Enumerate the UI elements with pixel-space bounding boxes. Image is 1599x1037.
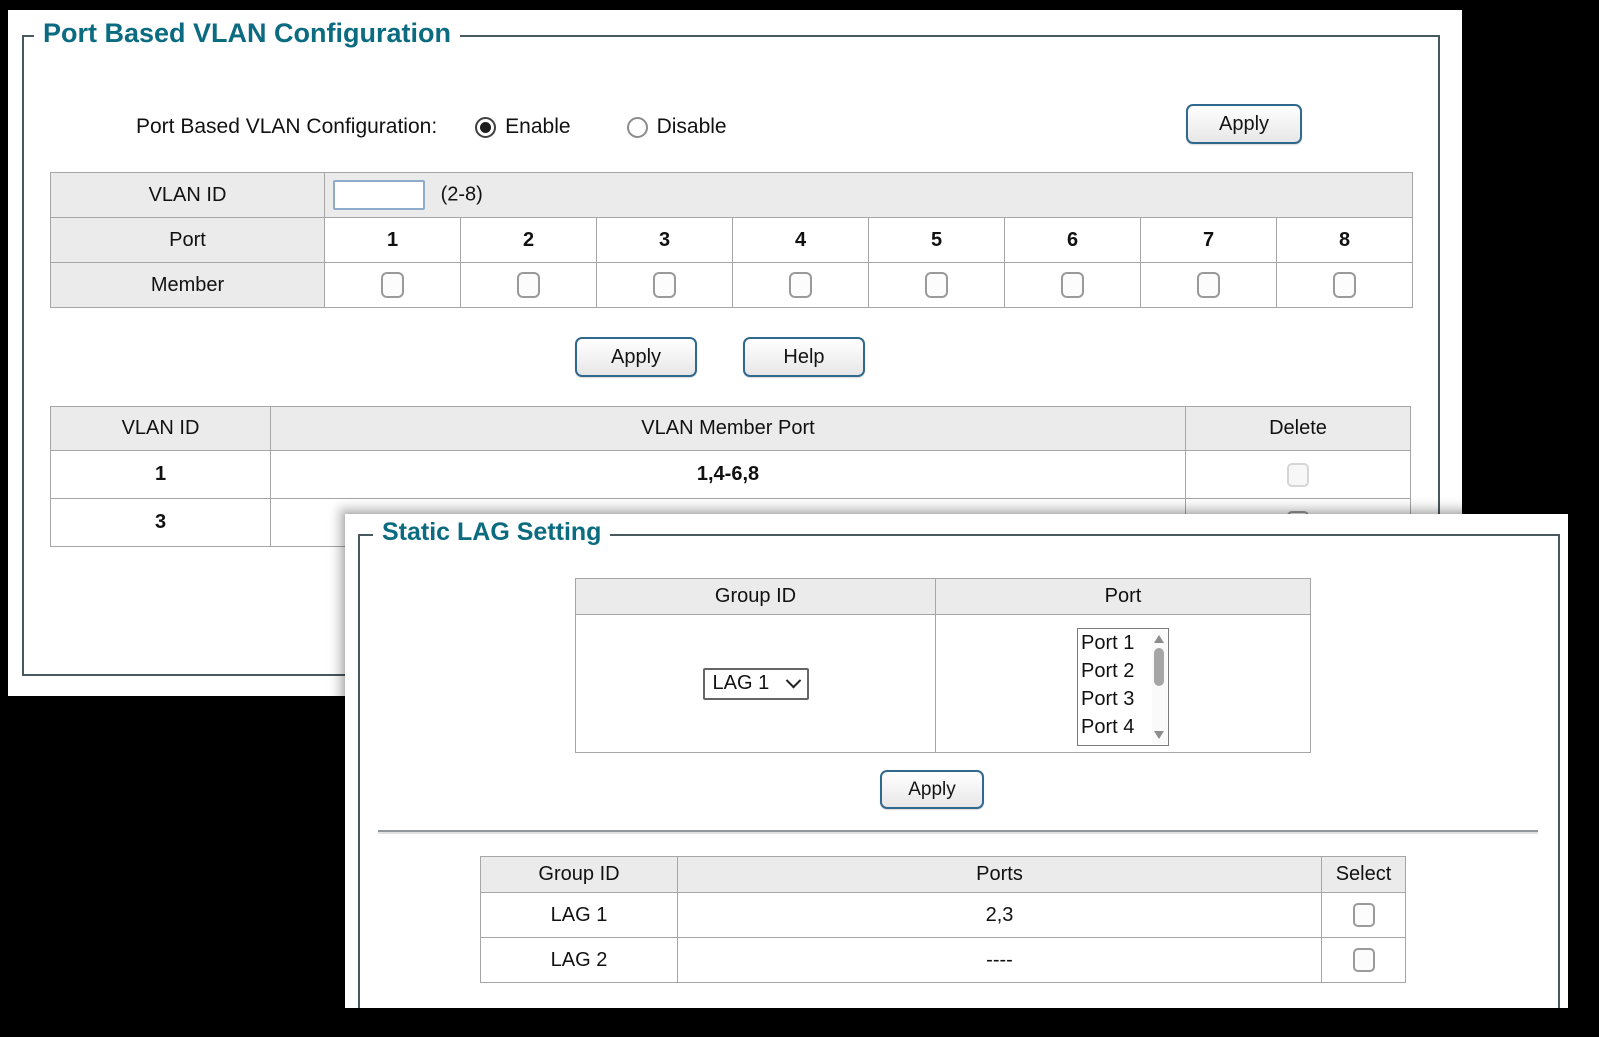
- vlan-list-header-delete: Delete: [1185, 406, 1411, 451]
- vlan-help-button[interactable]: Help: [743, 337, 865, 377]
- port-option-3[interactable]: Port 3: [1081, 688, 1135, 710]
- member-row-label: Member: [50, 262, 325, 308]
- vlan-row-1: 1 1,4-6,8: [50, 450, 1411, 499]
- lag-1-ports: 2,3: [677, 892, 1322, 938]
- lag-group-header-row: Group ID Port: [575, 578, 1311, 615]
- radio-unselected-icon[interactable]: [626, 116, 648, 138]
- vlan-3-id: 3: [50, 498, 271, 547]
- lag-group-table: Group ID Port LAG 1 Port 1 Port 2 Port 3…: [575, 578, 1311, 753]
- vlan-panel-title: Port Based VLAN Configuration: [34, 18, 461, 49]
- member-checkbox-port-2[interactable]: [517, 272, 540, 298]
- scrollbar-thumb[interactable]: [1154, 648, 1164, 686]
- radio-selected-icon[interactable]: [475, 116, 497, 138]
- lag-group-body-row: LAG 1 Port 1 Port 2 Port 3 Port 4: [575, 614, 1311, 753]
- disable-radio[interactable]: Disable: [626, 115, 727, 139]
- static-lag-panel: Static LAG Setting Group ID Port LAG 1 P…: [345, 514, 1568, 1008]
- port-row: Port 1 2 3 4 5 6 7 8: [50, 217, 1414, 263]
- lag-panel-border: [358, 534, 1560, 1008]
- port-number-5: 5: [868, 217, 1005, 263]
- vlan-list-header-member-port: VLAN Member Port: [270, 406, 1186, 451]
- enable-radio-label: Enable: [505, 115, 571, 138]
- port-select-cell: Port 1 Port 2 Port 3 Port 4: [935, 614, 1311, 753]
- port-number-1: 1: [324, 217, 461, 263]
- member-row: Member: [50, 262, 1414, 308]
- vlan-id-range-hint: (2-8): [440, 183, 483, 206]
- lag-apply-button[interactable]: Apply: [880, 770, 984, 809]
- group-id-cell: LAG 1: [575, 614, 936, 753]
- vlan-toggle-apply-button[interactable]: Apply: [1186, 104, 1302, 144]
- vlan-list-header-row: VLAN ID VLAN Member Port Delete: [50, 406, 1411, 451]
- vlan-id-input-cell: (2-8): [323, 172, 1414, 218]
- vlan-id-input[interactable]: [333, 180, 425, 210]
- member-checkbox-port-8[interactable]: [1333, 272, 1357, 298]
- member-checkbox-port-1[interactable]: [381, 272, 404, 298]
- port-number-6: 6: [1004, 217, 1141, 263]
- lag-list-header-select: Select: [1321, 856, 1406, 893]
- vlan-list-header-vlan-id: VLAN ID: [50, 406, 271, 451]
- lag-2-ports: ----: [677, 937, 1322, 983]
- lag-1-group-id: LAG 1: [480, 892, 678, 938]
- lag-header-port: Port: [935, 578, 1311, 615]
- vlan-id-row: VLAN ID (2-8): [50, 172, 1414, 218]
- port-number-8: 8: [1275, 217, 1414, 263]
- member-checkbox-port-7[interactable]: [1197, 272, 1220, 298]
- disable-radio-label: Disable: [656, 115, 727, 138]
- port-row-label: Port: [50, 217, 325, 263]
- port-option-1[interactable]: Port 1: [1081, 632, 1135, 654]
- vlan-config-panel: Port Based VLAN Configuration Port Based…: [8, 10, 1462, 696]
- lag-2-group-id: LAG 2: [480, 937, 678, 983]
- delete-checkbox-vlan-1: [1287, 462, 1309, 487]
- vlan-apply-button[interactable]: Apply: [575, 337, 697, 377]
- port-option-4[interactable]: Port 4: [1081, 716, 1135, 738]
- port-list-scrollbar[interactable]: [1152, 630, 1167, 744]
- vlan-1-id: 1: [50, 450, 271, 499]
- vlan-buttons-row: Apply Help: [575, 337, 865, 377]
- lag-row-2: LAG 2 ----: [480, 937, 1406, 983]
- vlan-toggle-label: Port Based VLAN Configuration:: [136, 115, 438, 138]
- port-number-2: 2: [460, 217, 597, 263]
- scroll-up-icon[interactable]: [1154, 635, 1164, 643]
- enable-radio[interactable]: Enable: [475, 115, 571, 139]
- lag-section-divider: [378, 830, 1538, 834]
- lag-row-1: LAG 1 2,3: [480, 892, 1406, 938]
- member-checkbox-port-6[interactable]: [1061, 272, 1084, 298]
- member-checkbox-port-4[interactable]: [789, 272, 812, 298]
- select-checkbox-lag-2[interactable]: [1352, 948, 1375, 972]
- vlan-toggle-row: Port Based VLAN Configuration: Enable Di…: [136, 106, 727, 148]
- vlan-1-member-ports: 1,4-6,8: [270, 450, 1186, 499]
- member-checkbox-port-5[interactable]: [925, 272, 948, 298]
- chevron-down-icon: [785, 672, 801, 689]
- vlan-id-row-label: VLAN ID: [50, 172, 325, 218]
- port-listbox[interactable]: Port 1 Port 2 Port 3 Port 4: [1077, 628, 1169, 746]
- lag-list-table: Group ID Ports Select LAG 1 2,3 LAG 2 --…: [480, 856, 1406, 983]
- lag-panel-title: Static LAG Setting: [373, 518, 611, 547]
- vlan-config-table: VLAN ID (2-8) Port 1 2 3 4 5 6 7 8 Membe…: [50, 172, 1414, 308]
- scroll-down-icon[interactable]: [1154, 731, 1164, 739]
- lag-list-header-group-id: Group ID: [480, 856, 678, 893]
- group-id-select[interactable]: LAG 1: [702, 667, 809, 700]
- port-option-2[interactable]: Port 2: [1081, 660, 1135, 682]
- group-id-select-value: LAG 1: [712, 672, 770, 694]
- lag-header-group-id: Group ID: [575, 578, 936, 615]
- member-checkbox-port-3[interactable]: [653, 272, 676, 298]
- lag-list-header-row: Group ID Ports Select: [480, 856, 1406, 893]
- port-number-4: 4: [732, 217, 869, 263]
- lag-list-header-ports: Ports: [677, 856, 1322, 893]
- port-number-7: 7: [1140, 217, 1277, 263]
- port-number-3: 3: [596, 217, 733, 263]
- select-checkbox-lag-1[interactable]: [1352, 903, 1375, 927]
